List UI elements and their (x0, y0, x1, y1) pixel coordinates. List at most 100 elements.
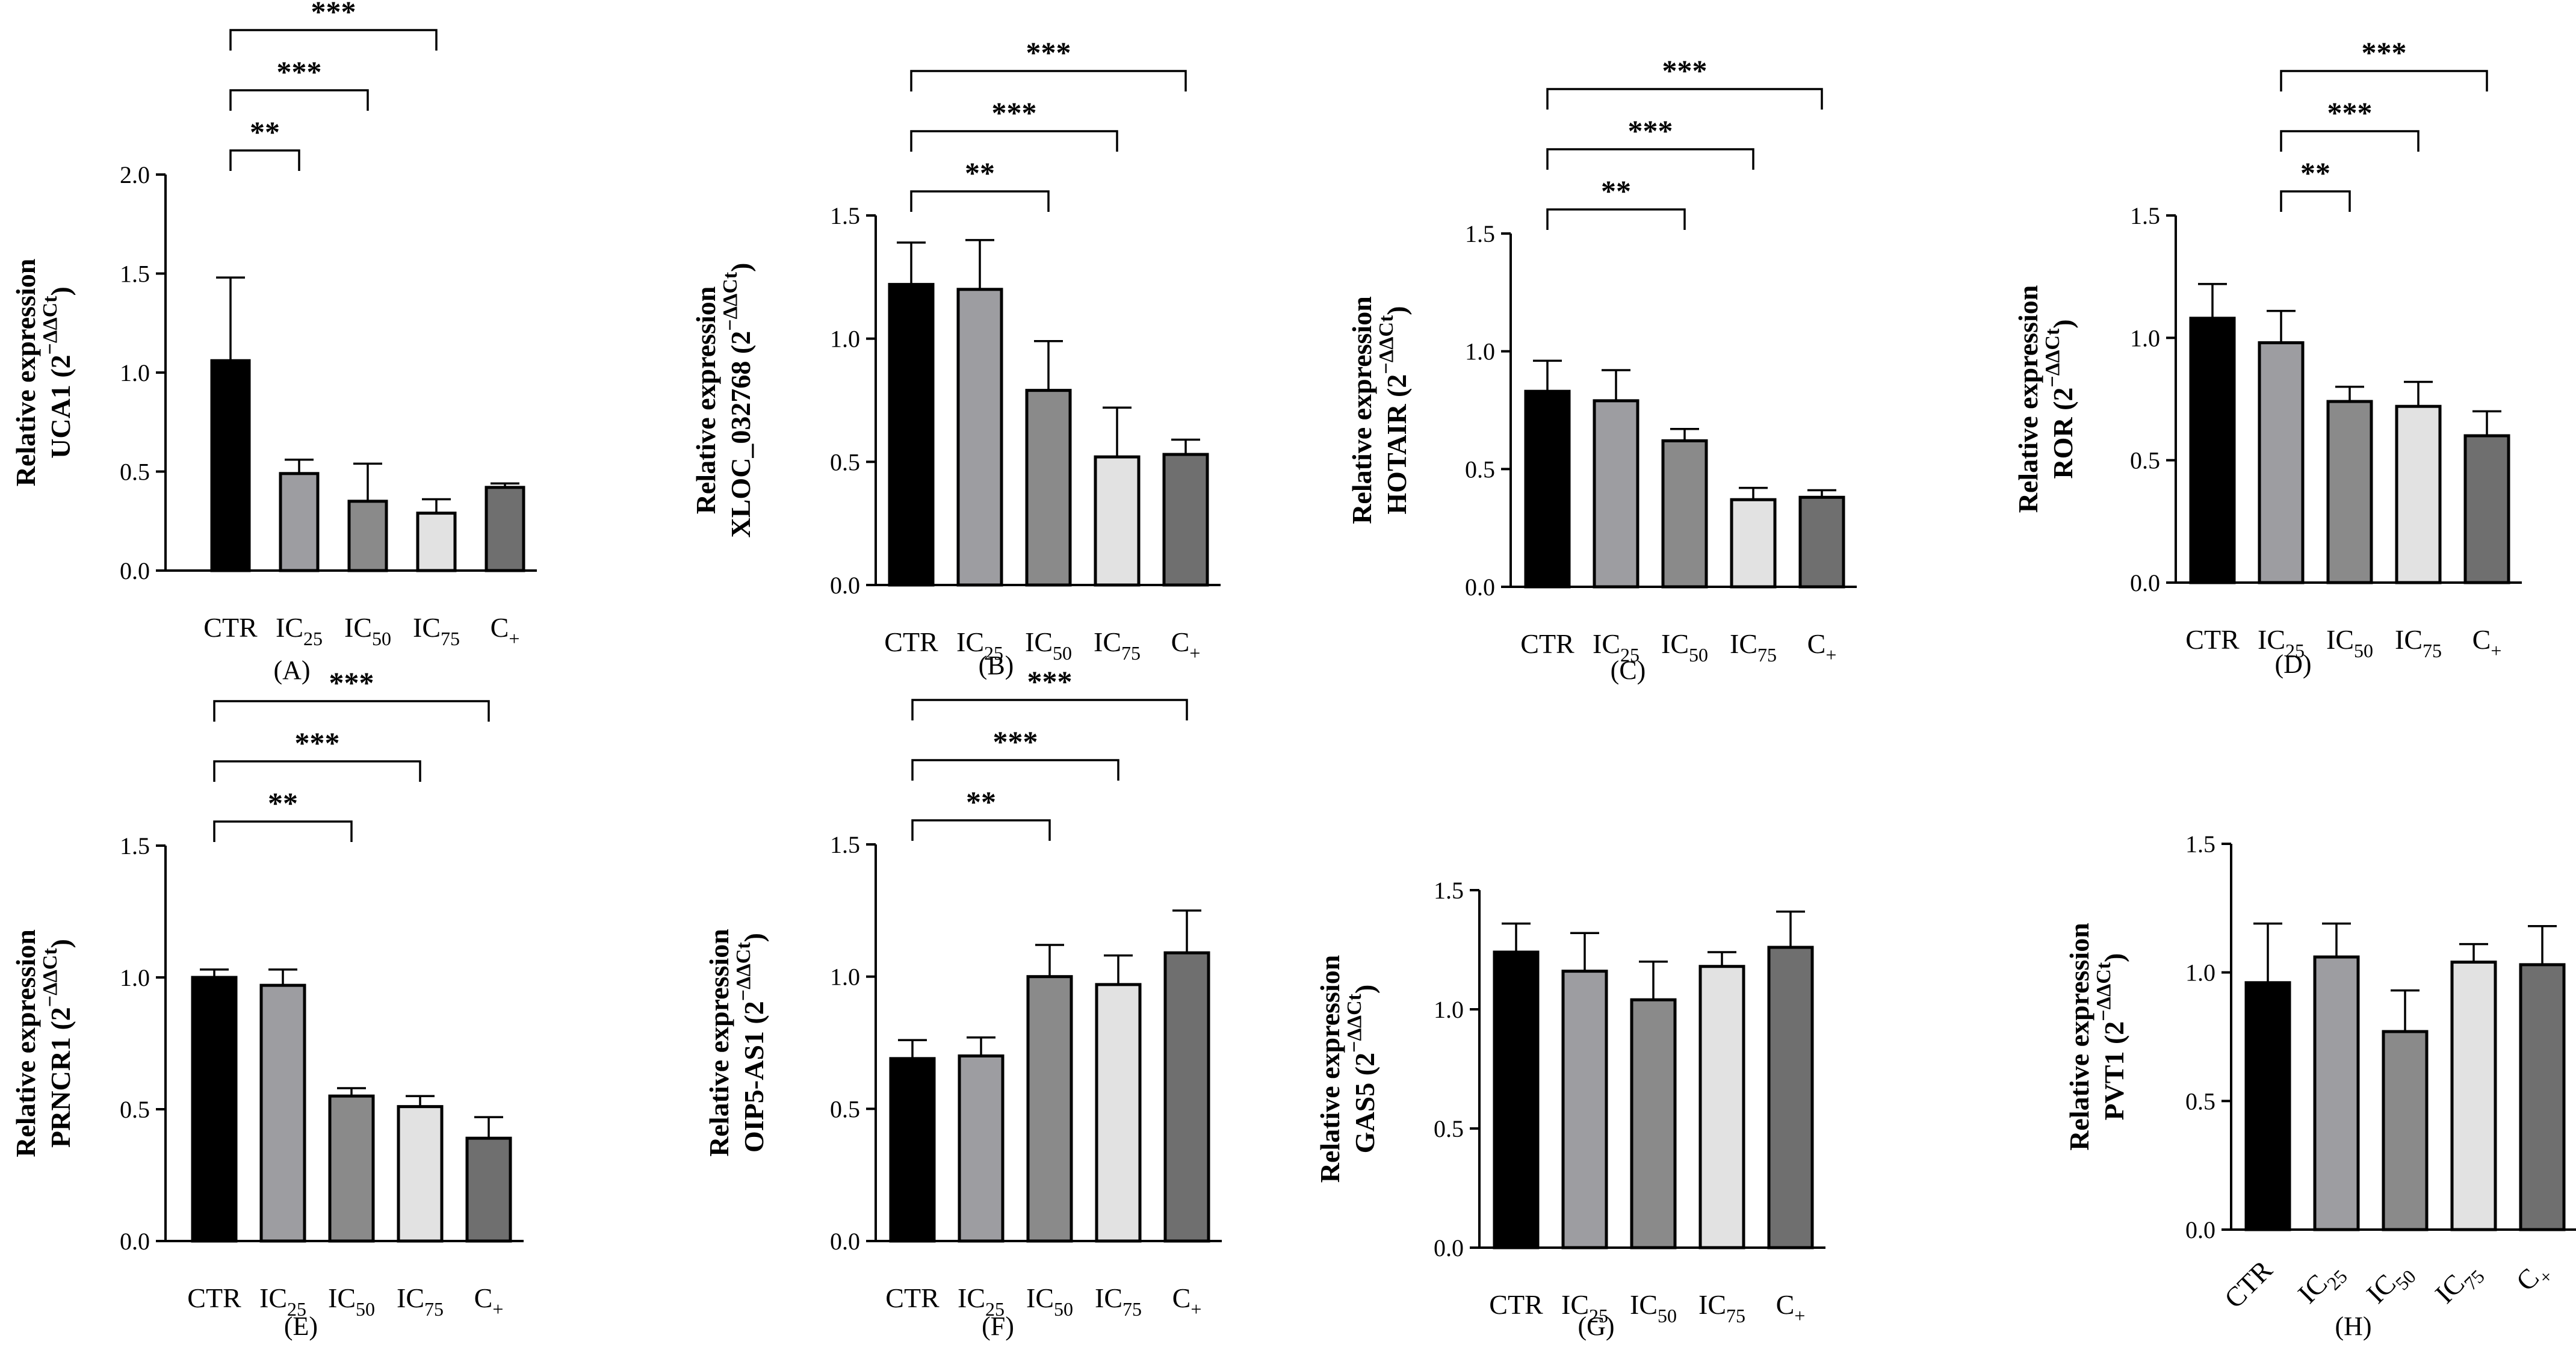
x-tick-label-4: C+ (1171, 627, 1201, 664)
y-tick-label: 1.5 (2185, 831, 2215, 858)
bar-1 (279, 472, 320, 572)
bar-1 (958, 1054, 1005, 1243)
bar-3 (2395, 404, 2442, 584)
significance-stars-2: *** (1026, 36, 1071, 69)
bar-4 (465, 1136, 512, 1243)
panel-label: (D) (2274, 649, 2311, 679)
y-tick-label: 0.5 (1465, 456, 1495, 483)
bar-1 (2258, 341, 2305, 584)
y-tick-label: 1.5 (2130, 202, 2160, 229)
bar-2 (1630, 998, 1677, 1249)
bar-2 (347, 500, 388, 572)
y-tick-label: 0.5 (1434, 1115, 1464, 1142)
bar-0 (888, 283, 935, 587)
y-tick-label: 1.0 (2130, 324, 2160, 351)
bar-2 (1661, 439, 1708, 589)
x-tick-label-2: IC50 (2361, 1254, 2420, 1314)
y-axis-label: Relative expression ROR (2−ΔΔCt) (2013, 285, 2078, 513)
y-tick-label: 0.5 (2130, 447, 2160, 474)
x-tick-label-3: IC75 (1095, 1283, 1142, 1320)
chart-panel-hotair: 0.0 0.5 1.0 1.5 Relative expression HOTAIR (2… (1346, 54, 1857, 685)
significance-stars-1: *** (295, 726, 340, 760)
significance-stars-2: *** (2362, 36, 2407, 69)
x-tick-label-3: IC75 (397, 1283, 444, 1320)
x-tick-label-3: IC75 (413, 612, 460, 649)
significance-stars-1: *** (277, 55, 322, 88)
bar-2 (2326, 400, 2373, 584)
significance-stars-0: ** (965, 156, 995, 190)
y-tick-label: 0.5 (120, 459, 150, 486)
significance-bracket-2 (1546, 88, 1823, 110)
x-tick-label-1: IC25 (2292, 1254, 2352, 1314)
significance-bracket-1 (911, 759, 1119, 781)
bar-3 (416, 512, 457, 572)
x-tick-label-3: IC75 (1094, 627, 1141, 664)
y-tick-label: 0.0 (120, 1228, 150, 1255)
bar-3 (1095, 983, 1142, 1243)
y-tick-label: 1.5 (1465, 220, 1495, 247)
bar-3 (1698, 965, 1745, 1249)
chart-panel-ror: 0.0 0.5 1.0 1.5 Relative expression ROR (2−ΔΔ… (2013, 36, 2522, 679)
y-tick-label: 1.5 (120, 261, 150, 288)
significance-bracket-1 (2280, 130, 2420, 152)
y-tick-label: 1.0 (1465, 338, 1495, 365)
panel-label: (C) (1611, 655, 1646, 685)
x-tick-label-2: IC50 (344, 612, 391, 649)
y-axis-label: Relative expression UCA1 (2−ΔΔCt) (10, 259, 76, 487)
x-tick-label-4: C+ (2472, 624, 2502, 661)
bar-0 (2189, 317, 2236, 584)
bar-2 (1026, 975, 1073, 1243)
x-tick-label-4: C+ (1776, 1289, 1806, 1327)
significance-bracket-0 (229, 149, 300, 171)
significance-stars-0: ** (966, 785, 996, 819)
chart-panel-prncr1: 0.0 0.5 1.0 1.5 Relative expression PRNCR1 (2… (10, 666, 524, 1341)
bar-3 (1730, 498, 1777, 589)
y-axis-label: Relative expression PVT1 (2−ΔΔCt) (2064, 923, 2129, 1151)
bar-4 (1163, 951, 1210, 1243)
x-tick-label-4: C+ (474, 1283, 504, 1320)
significance-bracket-2 (2280, 70, 2488, 91)
y-tick-label: 0.0 (1465, 574, 1495, 601)
x-tick-label-0: CTR (884, 627, 938, 657)
y-tick-label: 0.5 (830, 1095, 860, 1122)
x-tick-label-2: IC50 (1025, 627, 1072, 664)
x-tick-label-1: IC25 (956, 627, 1003, 664)
significance-stars-0: ** (2300, 156, 2330, 190)
bar-2 (2382, 1030, 2429, 1231)
x-tick-label-3: IC75 (1730, 628, 1777, 666)
panel-label: (B) (979, 651, 1014, 680)
x-tick-label-1: IC25 (958, 1283, 1005, 1320)
y-tick-label: 1.0 (1434, 996, 1464, 1023)
x-tick-label-3: IC75 (1698, 1289, 1745, 1327)
significance-stars-2: *** (329, 666, 374, 699)
panel-label: (F) (982, 1311, 1014, 1341)
panel-label: (G) (1577, 1311, 1614, 1341)
x-tick-label-1: IC25 (2258, 624, 2305, 661)
bar-0 (210, 359, 251, 572)
bar-3 (397, 1105, 444, 1243)
significance-bracket-1 (1546, 148, 1754, 170)
x-tick-label-1: IC25 (1593, 628, 1639, 666)
y-tick-label: 1.5 (120, 832, 150, 859)
significance-stars-1: *** (992, 96, 1037, 129)
y-tick-label: 1.0 (120, 359, 150, 386)
significance-stars-2: *** (1662, 54, 1708, 87)
x-tick-label-0: CTR (187, 1283, 241, 1313)
chart-panel-xloc_032768: 0.0 0.5 1.0 1.5 Relative expression XLOC_0327… (690, 36, 1221, 680)
significance-bracket-1 (213, 760, 421, 782)
significance-stars-2: *** (311, 0, 356, 28)
bar-1 (2313, 955, 2360, 1231)
significance-stars-2: *** (1027, 664, 1073, 698)
x-tick-label-0: CTR (203, 612, 258, 643)
bar-4 (1798, 495, 1845, 589)
bar-1 (1593, 399, 1639, 589)
x-tick-label-2: IC50 (1630, 1289, 1677, 1327)
x-tick-label-0: CTR (1489, 1289, 1543, 1320)
significance-stars-0: ** (1601, 174, 1631, 208)
significance-bracket-1 (229, 89, 369, 111)
significance-bracket-0 (213, 820, 353, 842)
y-tick-label: 1.0 (120, 964, 150, 991)
bar-2 (328, 1094, 375, 1243)
y-tick-label: 0.5 (120, 1096, 150, 1123)
